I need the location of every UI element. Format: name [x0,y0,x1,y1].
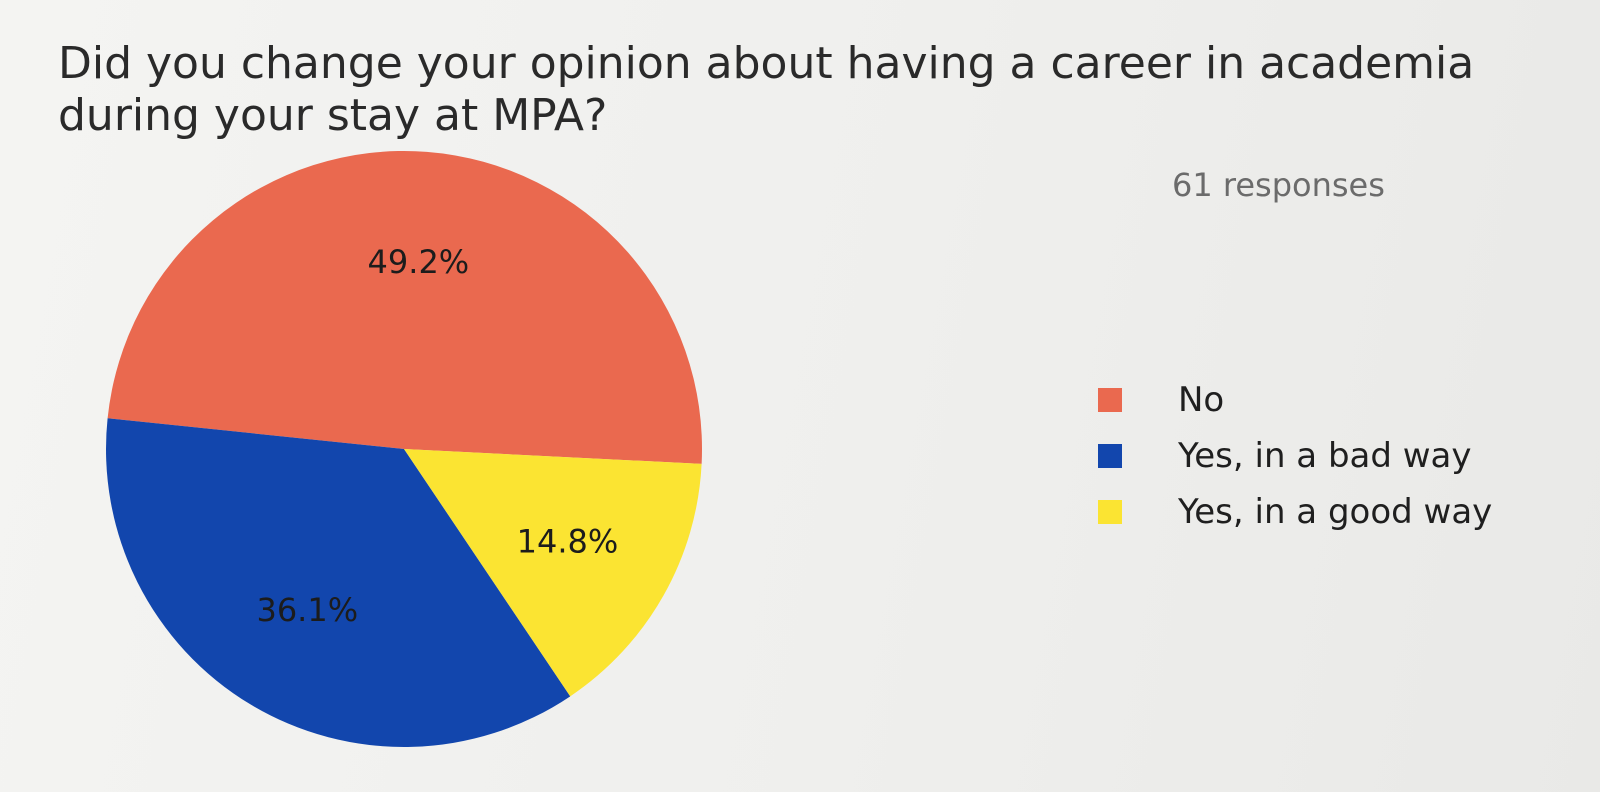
legend-item-no[interactable]: No [1098,372,1492,428]
legend-item-yes-in-a-good-way[interactable]: Yes, in a good way [1098,484,1492,540]
legend-label: No [1178,380,1225,420]
pie-slice-yes-in-a-good-way[interactable] [404,449,702,697]
legend-label: Yes, in a good way [1178,492,1493,532]
legend: No Yes, in a bad way Yes, in a good way [1098,372,1492,540]
legend-item-yes-in-a-bad-way[interactable]: Yes, in a bad way [1098,428,1492,484]
pie-chart-area: 49.2% 36.1% 14.8% [106,150,702,747]
pie-slice-no[interactable] [107,150,702,464]
slice-label-yes-in-a-bad-way: 36.1% [256,591,358,629]
legend-label: Yes, in a bad way [1178,436,1472,476]
pie-labels: 49.2% 36.1% 14.8% [256,243,618,629]
pie-chart: 49.2% 36.1% 14.8% [106,150,702,747]
pie-slices [106,150,702,747]
legend-swatch [1098,500,1122,524]
response-count: 61 responses [1172,166,1385,204]
slice-label-no: 49.2% [368,243,470,281]
legend-swatch [1098,444,1122,468]
slice-label-yes-in-a-good-way: 14.8% [517,522,619,560]
chart-title: Did you change your opinion about having… [58,38,1475,141]
legend-swatch [1098,388,1122,412]
pie-slice-yes-in-a-bad-way[interactable] [106,418,571,747]
